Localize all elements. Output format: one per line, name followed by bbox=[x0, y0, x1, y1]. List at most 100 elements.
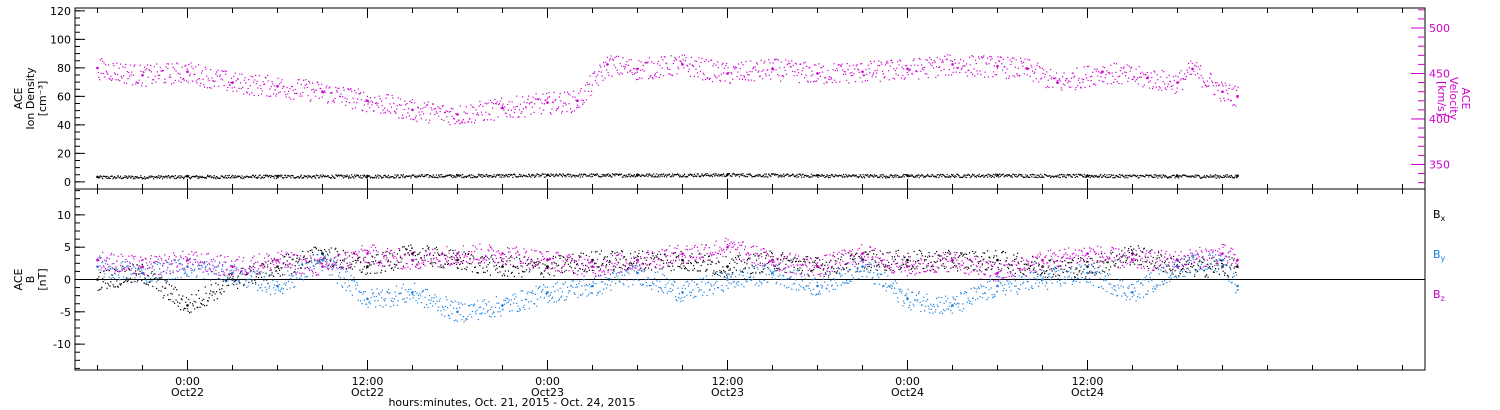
data-dot bbox=[901, 264, 903, 266]
data-dot bbox=[1179, 273, 1181, 275]
data-dot bbox=[1163, 175, 1165, 177]
data-dot bbox=[375, 177, 377, 179]
data-dot bbox=[1181, 176, 1183, 178]
data-dot bbox=[222, 284, 224, 287]
data-dot bbox=[176, 177, 178, 179]
series-right-series bbox=[96, 54, 1239, 126]
data-dot bbox=[1053, 176, 1055, 178]
data-dot bbox=[1185, 270, 1187, 273]
data-dot bbox=[876, 269, 878, 271]
data-dot bbox=[99, 79, 101, 81]
data-dot bbox=[237, 277, 239, 279]
data-dot bbox=[1058, 266, 1060, 268]
data-dot bbox=[1088, 272, 1090, 274]
data-dot bbox=[459, 174, 461, 176]
data-dot bbox=[208, 268, 210, 270]
data-dot bbox=[417, 254, 419, 256]
data-dot bbox=[1180, 175, 1182, 177]
data-dot bbox=[532, 266, 534, 268]
data-dot bbox=[127, 277, 129, 280]
data-dot bbox=[548, 174, 550, 176]
data-dot bbox=[261, 93, 263, 95]
data-dot bbox=[947, 252, 949, 254]
data-dot bbox=[346, 174, 348, 176]
data-dot bbox=[1084, 264, 1086, 266]
data-dot bbox=[368, 101, 370, 103]
data-dot bbox=[1191, 62, 1193, 65]
data-dot bbox=[584, 90, 586, 92]
data-dot bbox=[543, 173, 545, 175]
data-dot bbox=[404, 254, 406, 256]
data-dot bbox=[276, 270, 278, 272]
data-dot bbox=[115, 177, 117, 179]
data-dot bbox=[218, 177, 220, 179]
data-dot bbox=[157, 176, 159, 178]
data-dot bbox=[592, 173, 594, 175]
data-dot bbox=[238, 87, 240, 89]
data-dot bbox=[140, 267, 142, 269]
data-dot bbox=[800, 174, 802, 176]
data-dot bbox=[549, 112, 551, 114]
data-dot bbox=[1203, 80, 1205, 82]
data-dot bbox=[1114, 176, 1116, 179]
data-dot bbox=[564, 175, 566, 177]
data-dot bbox=[718, 175, 720, 177]
data-dot bbox=[158, 290, 160, 292]
data-dot bbox=[214, 80, 216, 82]
data-dot bbox=[555, 99, 557, 101]
data-dot bbox=[707, 77, 709, 79]
data-dot bbox=[855, 174, 857, 176]
data-dot bbox=[951, 60, 953, 62]
data-dot bbox=[399, 98, 401, 100]
data-dot bbox=[112, 276, 114, 278]
data-dot bbox=[780, 174, 782, 176]
data-dot bbox=[1221, 81, 1223, 83]
data-dot bbox=[758, 175, 760, 177]
data-dot bbox=[514, 174, 516, 176]
data-dot bbox=[1164, 83, 1166, 85]
data-dot bbox=[855, 253, 857, 256]
data-dot bbox=[110, 281, 112, 283]
data-dot bbox=[304, 176, 306, 178]
data-dot bbox=[184, 175, 186, 177]
data-dot bbox=[610, 175, 612, 177]
data-dot bbox=[312, 88, 314, 90]
data-dot bbox=[270, 95, 272, 97]
data-dot bbox=[258, 176, 260, 178]
data-dot bbox=[221, 70, 223, 72]
data-dot bbox=[842, 176, 844, 178]
data-dot bbox=[762, 174, 764, 176]
data-dot bbox=[654, 175, 656, 177]
data-dot bbox=[156, 263, 158, 265]
data-dot bbox=[494, 98, 496, 100]
data-dot bbox=[231, 176, 233, 178]
data-dot bbox=[1105, 73, 1107, 76]
data-dot bbox=[912, 176, 914, 178]
data-dot bbox=[236, 176, 238, 178]
data-dot bbox=[461, 268, 463, 270]
data-dot bbox=[821, 66, 823, 69]
data-dot bbox=[279, 91, 281, 93]
data-dot bbox=[571, 110, 573, 112]
data-dot bbox=[911, 175, 913, 177]
data-dot bbox=[1141, 251, 1143, 253]
data-dot bbox=[201, 266, 203, 268]
data-dot bbox=[838, 64, 840, 66]
data-dot bbox=[664, 254, 666, 256]
data-dot bbox=[705, 174, 707, 177]
data-dot bbox=[174, 277, 176, 280]
data-dot bbox=[1149, 80, 1151, 82]
data-dot bbox=[1149, 261, 1151, 263]
data-dot bbox=[334, 248, 336, 250]
data-dot bbox=[974, 75, 976, 77]
data-dot bbox=[738, 258, 740, 260]
data-dot bbox=[277, 272, 279, 275]
data-dot bbox=[1125, 71, 1127, 74]
data-dot bbox=[150, 280, 152, 282]
data-dot bbox=[1215, 177, 1217, 179]
data-dot bbox=[1065, 79, 1067, 82]
data-dot bbox=[616, 173, 618, 175]
data-dot bbox=[978, 260, 980, 263]
data-dot bbox=[743, 175, 745, 177]
data-dot bbox=[715, 263, 717, 265]
